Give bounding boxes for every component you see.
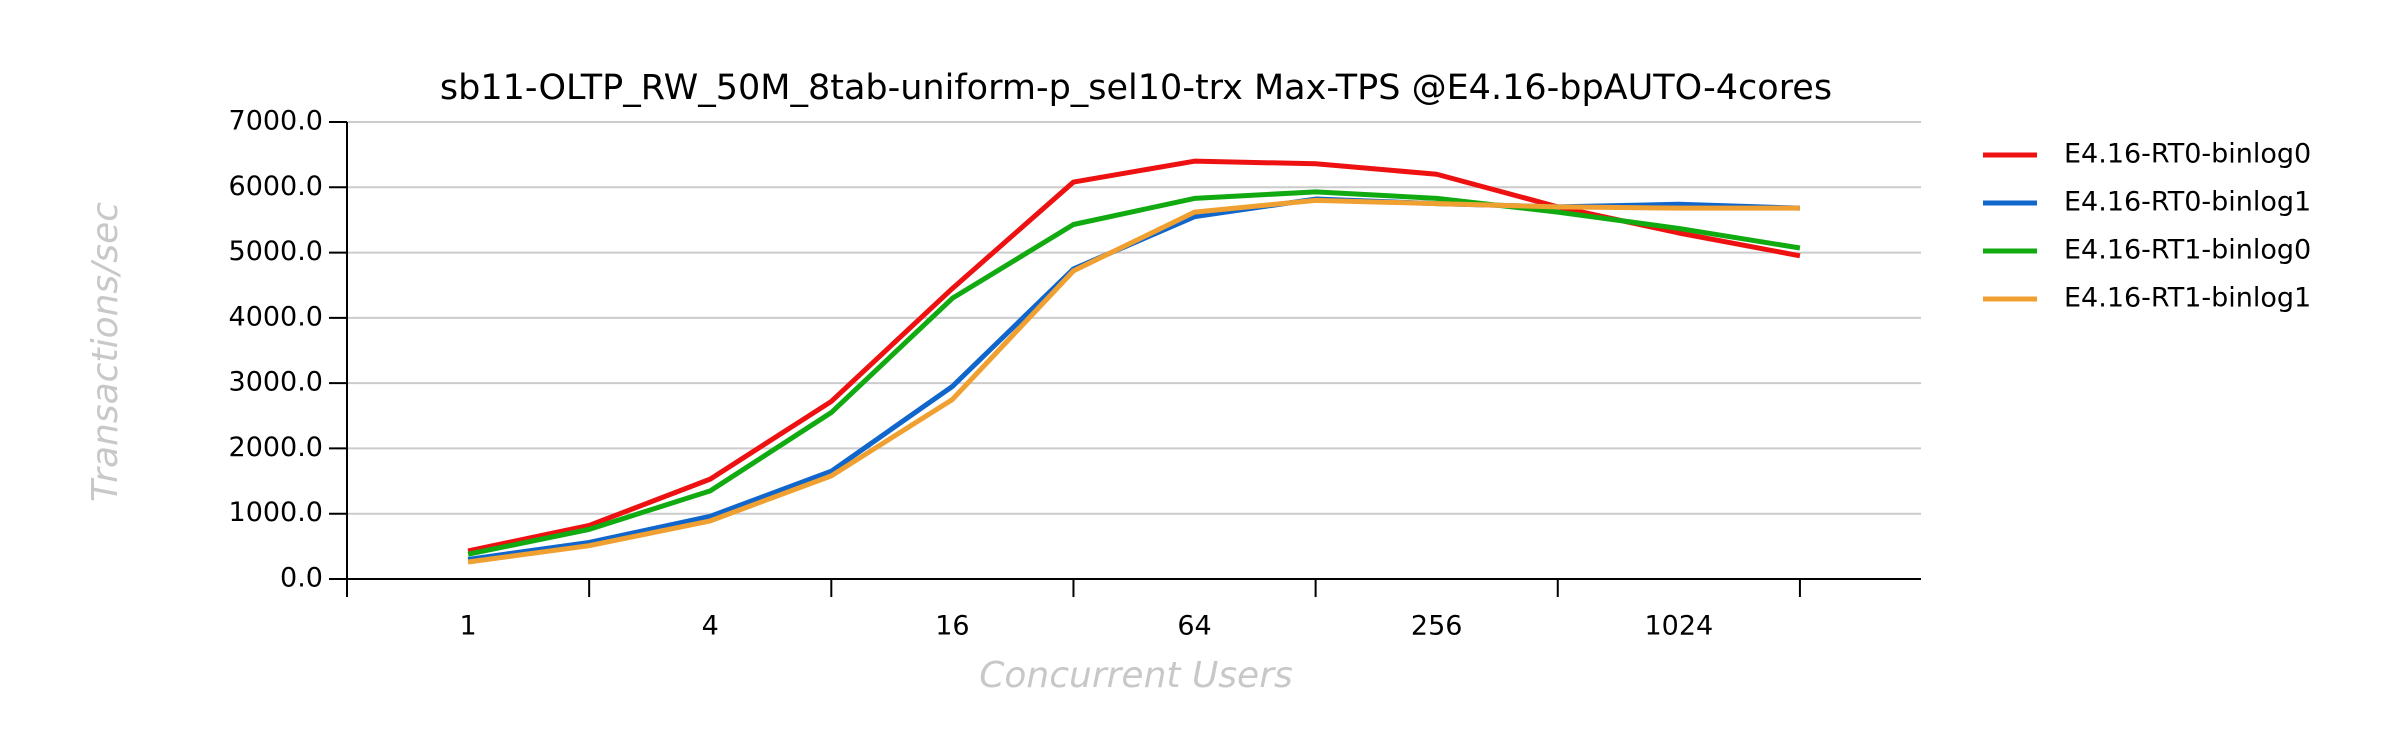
x-tick-label: 4	[702, 611, 719, 642]
y-tick-label: 4000.0	[229, 301, 323, 332]
legend-label: E4.16-RT1-binlog1	[2064, 283, 2311, 314]
legend-label: E4.16-RT0-binlog0	[2064, 139, 2311, 170]
series-line	[467, 158, 1801, 554]
y-tick-label: 1000.0	[229, 497, 323, 528]
chart-title: sb11-OLTP_RW_50M_8tab-uniform-p_sel10-tr…	[440, 68, 1832, 108]
series-line	[467, 189, 1801, 557]
y-tick-label: 0.0	[280, 563, 323, 594]
y-tick-label: 6000.0	[229, 171, 323, 202]
legend-label: E4.16-RT0-binlog1	[2064, 187, 2311, 218]
y-tick-label: 2000.0	[229, 432, 323, 463]
x-tick-label: 1024	[1644, 611, 1713, 642]
x-tick-label: 16	[935, 611, 969, 642]
x-tick-label: 1	[459, 611, 476, 642]
y-tick-label: 7000.0	[229, 106, 323, 137]
y-tick-label: 3000.0	[229, 367, 323, 398]
legend-label: E4.16-RT1-binlog0	[2064, 235, 2311, 266]
series-line	[467, 197, 1800, 565]
x-tick-label: 256	[1411, 611, 1463, 642]
y-tick-label: 5000.0	[229, 236, 323, 267]
y-axis-title: Transactions/sec	[85, 202, 126, 502]
x-axis-title: Concurrent Users	[979, 655, 1293, 696]
x-tick-label: 64	[1177, 611, 1211, 642]
